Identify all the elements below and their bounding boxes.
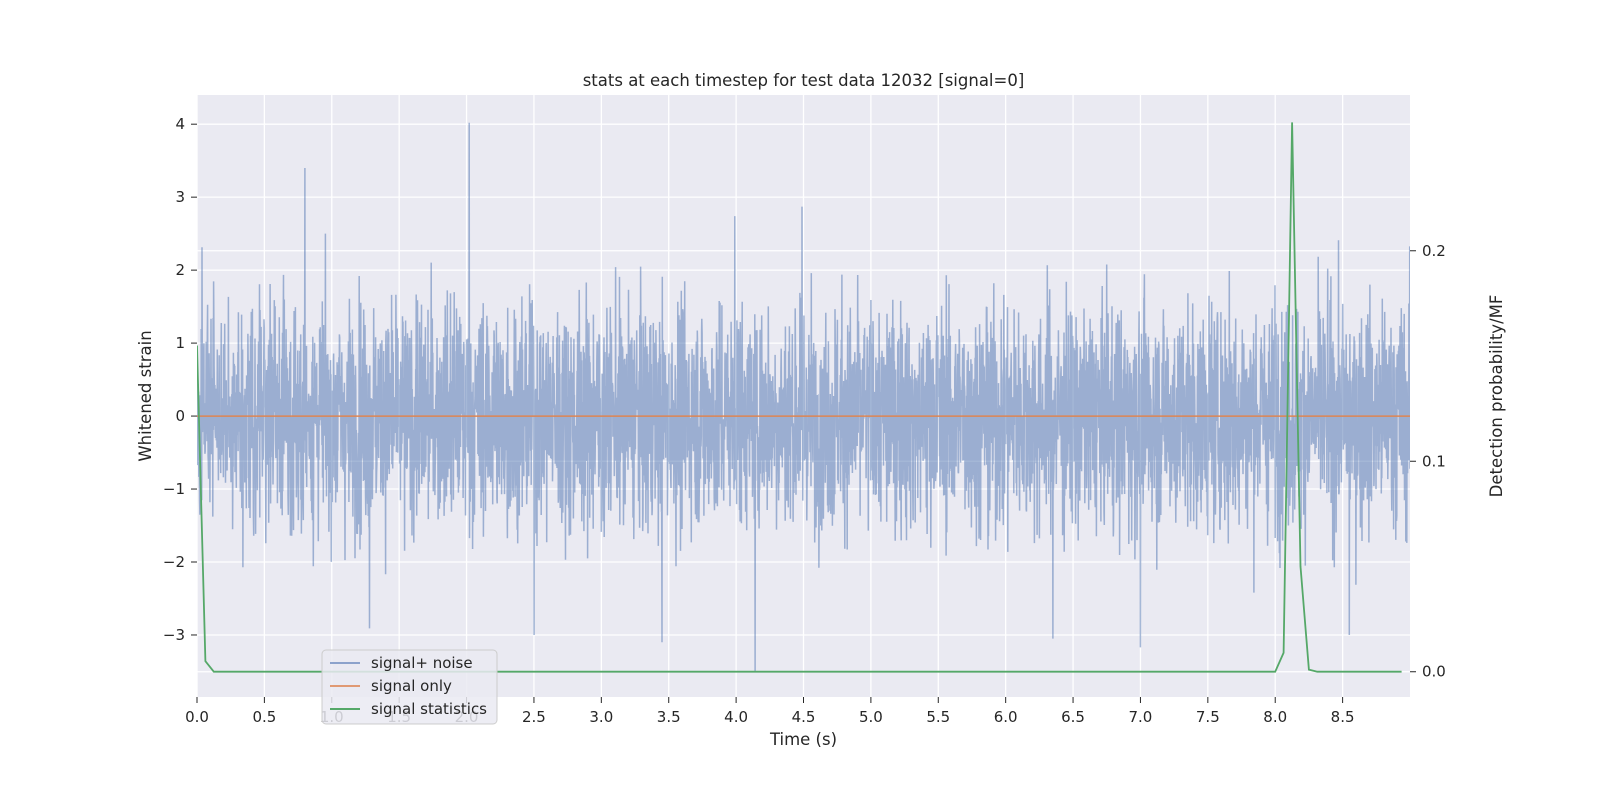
legend-label-signal-only: signal only — [371, 677, 452, 695]
x-tick-label: 4.0 — [724, 708, 748, 726]
legend-label-signal-statistics: signal statistics — [371, 700, 487, 718]
x-tick-label: 5.5 — [926, 708, 950, 726]
y2-tick-label: 0.0 — [1422, 663, 1446, 681]
x-tick-label: 8.5 — [1331, 708, 1355, 726]
y-tick-label: 4 — [175, 115, 185, 133]
x-tick-label: 2.5 — [522, 708, 546, 726]
y-tick-label: −2 — [163, 553, 185, 571]
legend-box — [321, 649, 498, 725]
x-tick-label: 6.5 — [1061, 708, 1085, 726]
x-tick-label: 4.5 — [792, 708, 816, 726]
x-tick-label: 6.0 — [994, 708, 1018, 726]
x-axis-label: Time (s) — [769, 730, 837, 749]
y-tick-label: 3 — [175, 188, 185, 206]
x-tick-label: 7.5 — [1196, 708, 1220, 726]
y-tick-label: 2 — [175, 261, 185, 279]
y2-tick-label: 0.2 — [1422, 242, 1446, 260]
y-axis-label: Whitened strain — [136, 330, 155, 461]
y2-axis-label: Detection probability/MF — [1487, 295, 1506, 498]
legend: signal+ noise signal only signal statist… — [321, 649, 498, 725]
series-line-signal-noise — [197, 122, 1410, 672]
x-tick-label: 5.0 — [859, 708, 883, 726]
y-tick-label: −3 — [163, 626, 185, 644]
y2-tick-label: 0.1 — [1422, 452, 1446, 470]
y-tick-label: −1 — [163, 480, 185, 498]
y-tick-label: 0 — [175, 407, 185, 425]
x-tick-label: 7.0 — [1129, 708, 1153, 726]
x-tick-label: 3.5 — [657, 708, 681, 726]
chart-title: stats at each timestep for test data 120… — [583, 71, 1025, 90]
x-tick-label: 8.0 — [1263, 708, 1287, 726]
series-line-signal-statistics — [197, 122, 1402, 673]
x-tick-label: 0.5 — [252, 708, 276, 726]
y-tick-label: 1 — [175, 334, 185, 352]
x-tick-label: 3.0 — [589, 708, 613, 726]
x-tick-label: 0.0 — [185, 708, 209, 726]
legend-label-signal-noise: signal+ noise — [371, 654, 473, 672]
